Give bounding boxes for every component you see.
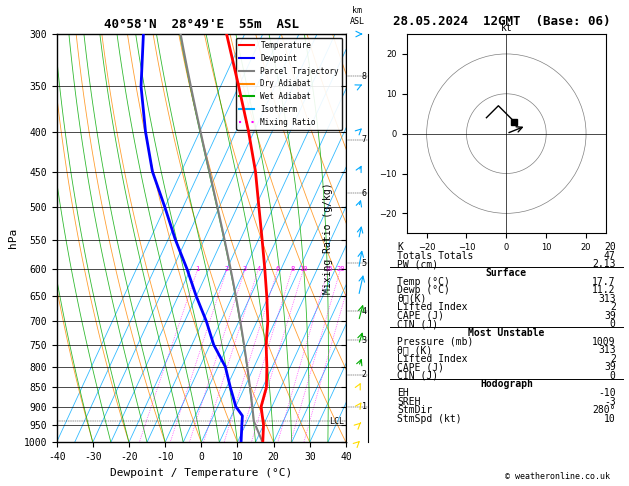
Text: LCL: LCL bbox=[329, 417, 344, 426]
Text: 11.2: 11.2 bbox=[593, 285, 616, 295]
Text: Lifted Index: Lifted Index bbox=[397, 354, 467, 364]
Text: 39: 39 bbox=[604, 362, 616, 372]
Text: 2: 2 bbox=[362, 370, 367, 380]
Title: kt: kt bbox=[501, 23, 512, 33]
Text: 1: 1 bbox=[196, 266, 200, 272]
Text: -10: -10 bbox=[598, 388, 616, 398]
X-axis label: Dewpoint / Temperature (°C): Dewpoint / Temperature (°C) bbox=[110, 468, 292, 478]
Text: StmSpd (kt): StmSpd (kt) bbox=[397, 414, 462, 424]
Text: PW (cm): PW (cm) bbox=[397, 260, 438, 269]
Text: EH: EH bbox=[397, 388, 409, 398]
Text: CAPE (J): CAPE (J) bbox=[397, 311, 444, 321]
Text: 39: 39 bbox=[604, 311, 616, 321]
Text: 47: 47 bbox=[604, 251, 616, 261]
Text: © weatheronline.co.uk: © weatheronline.co.uk bbox=[505, 472, 610, 481]
Text: 7: 7 bbox=[362, 136, 367, 144]
Text: 6: 6 bbox=[276, 266, 280, 272]
Text: 4: 4 bbox=[362, 307, 367, 316]
Text: 6: 6 bbox=[362, 189, 367, 198]
Title: 40°58'N  28°49'E  55m  ASL: 40°58'N 28°49'E 55m ASL bbox=[104, 18, 299, 32]
Text: 313: 313 bbox=[598, 345, 616, 355]
Text: 4: 4 bbox=[256, 266, 260, 272]
Text: 17.7: 17.7 bbox=[593, 277, 616, 287]
Legend: Temperature, Dewpoint, Parcel Trajectory, Dry Adiabat, Wet Adiabat, Isotherm, Mi: Temperature, Dewpoint, Parcel Trajectory… bbox=[236, 38, 342, 130]
Text: Pressure (mb): Pressure (mb) bbox=[397, 336, 474, 347]
Text: CIN (J): CIN (J) bbox=[397, 319, 438, 330]
Text: StmDir: StmDir bbox=[397, 405, 432, 415]
Text: km
ASL: km ASL bbox=[350, 6, 364, 26]
Text: Most Unstable: Most Unstable bbox=[468, 328, 545, 338]
Text: θᴇ(K): θᴇ(K) bbox=[397, 294, 426, 304]
Y-axis label: hPa: hPa bbox=[8, 228, 18, 248]
Text: -3: -3 bbox=[604, 397, 616, 406]
Text: 0: 0 bbox=[610, 371, 616, 381]
Text: 3: 3 bbox=[362, 336, 367, 345]
Text: Surface: Surface bbox=[486, 268, 527, 278]
Text: CAPE (J): CAPE (J) bbox=[397, 362, 444, 372]
Text: 3: 3 bbox=[243, 266, 247, 272]
Text: Dewp (°C): Dewp (°C) bbox=[397, 285, 450, 295]
Text: 2.13: 2.13 bbox=[593, 260, 616, 269]
Text: Hodograph: Hodograph bbox=[480, 380, 533, 389]
Text: 313: 313 bbox=[598, 294, 616, 304]
Text: 20: 20 bbox=[337, 266, 345, 272]
Text: 8: 8 bbox=[362, 72, 367, 81]
Text: CIN (J): CIN (J) bbox=[397, 371, 438, 381]
Text: 1009: 1009 bbox=[593, 336, 616, 347]
Text: 10: 10 bbox=[604, 414, 616, 424]
Text: 5: 5 bbox=[362, 259, 367, 268]
Text: 2: 2 bbox=[225, 266, 229, 272]
Text: 1: 1 bbox=[362, 402, 367, 411]
Text: 20: 20 bbox=[604, 242, 616, 252]
Text: Lifted Index: Lifted Index bbox=[397, 302, 467, 312]
Text: 16: 16 bbox=[324, 266, 333, 272]
Text: 2: 2 bbox=[610, 354, 616, 364]
Text: Temp (°C): Temp (°C) bbox=[397, 277, 450, 287]
Text: 8: 8 bbox=[290, 266, 294, 272]
Text: 28.05.2024  12GMT  (Base: 06): 28.05.2024 12GMT (Base: 06) bbox=[393, 15, 611, 28]
Text: K: K bbox=[397, 242, 403, 252]
Text: 280°: 280° bbox=[593, 405, 616, 415]
Text: SREH: SREH bbox=[397, 397, 420, 406]
Text: 10: 10 bbox=[299, 266, 308, 272]
Text: 0: 0 bbox=[610, 319, 616, 330]
Y-axis label: Mixing Ratio (g/kg): Mixing Ratio (g/kg) bbox=[323, 182, 333, 294]
Text: 2: 2 bbox=[610, 302, 616, 312]
Text: Totals Totals: Totals Totals bbox=[397, 251, 474, 261]
Text: θᴇ (K): θᴇ (K) bbox=[397, 345, 432, 355]
